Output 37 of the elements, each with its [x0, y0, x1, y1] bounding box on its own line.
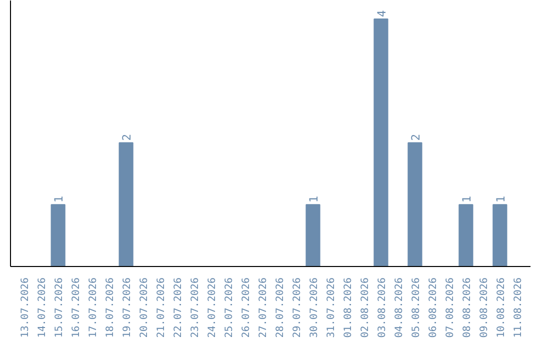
data-label: 1 [493, 196, 508, 203]
data-label: 1 [459, 196, 474, 203]
x-tick-label: 18.07.2026 [105, 277, 116, 338]
x-tick-label: 01.08.2026 [342, 277, 354, 338]
x-tick-label: 07.08.2026 [444, 277, 456, 338]
x-tick-label: 06.08.2026 [428, 277, 439, 338]
x-tick-label: 19.07.2026 [122, 277, 134, 338]
x-tick-label: 03.08.2026 [376, 277, 388, 338]
x-tick-label: 24.07.2026 [207, 277, 218, 338]
x-tick-label: 28.07.2026 [274, 277, 286, 338]
data-label: 1 [52, 196, 66, 203]
x-tick-label: 17.07.2026 [88, 277, 100, 338]
x-tick-label: 02.08.2026 [360, 277, 371, 338]
x-tick-label: 22.07.2026 [173, 277, 184, 338]
x-tick-label: 13.07.2026 [20, 277, 32, 338]
x-tick-label: 04.08.2026 [394, 277, 405, 338]
data-label: 2 [408, 134, 422, 141]
x-tick-label: 11.08.2026 [512, 277, 524, 338]
x-tick-label: 14.07.2026 [37, 277, 48, 338]
data-label: 2 [120, 134, 134, 141]
x-tick-label: 27.07.2026 [258, 277, 270, 338]
x-tick-label: 15.07.2026 [54, 277, 66, 338]
x-tick-label: 26.07.2026 [241, 277, 252, 338]
x-tick-label: 05.08.2026 [410, 277, 422, 338]
x-tick-label: 29.07.2026 [292, 277, 303, 338]
x-tick-label: 16.07.2026 [71, 277, 82, 338]
data-label: 1 [306, 196, 320, 203]
x-tick-label: 10.08.2026 [496, 277, 507, 338]
x-tick-label: 09.08.2026 [478, 277, 490, 338]
x-tick-label: 21.07.2026 [156, 277, 168, 338]
x-tick-label: 25.07.2026 [224, 277, 236, 338]
x-tick-label: 23.07.2026 [190, 277, 202, 338]
x-tick-label: 30.07.2026 [308, 277, 320, 338]
data-label: 4 [374, 10, 388, 18]
x-tick-label: 31.07.2026 [326, 277, 337, 338]
x-tick-label: 20.07.2026 [139, 277, 150, 338]
x-tick-label: 08.08.2026 [462, 277, 473, 338]
